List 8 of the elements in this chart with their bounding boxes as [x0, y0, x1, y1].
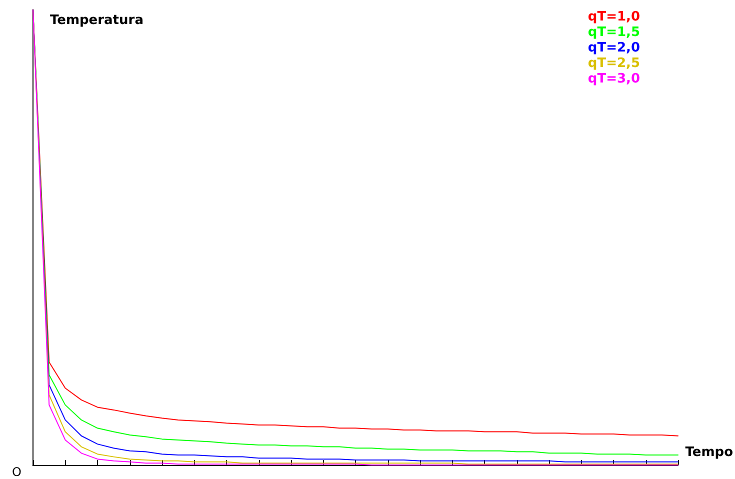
- text: O: [12, 465, 22, 479]
- text: qT=2,0: [588, 40, 640, 56]
- text: qT=1,0: [588, 10, 640, 24]
- text: qT=3,0: [588, 72, 640, 86]
- text: qT=2,5: [588, 56, 640, 71]
- x-axis-title: Tempo: [685, 445, 734, 460]
- text: qT=1,5: [588, 25, 640, 40]
- y-axis-title: Temperatura: [50, 13, 144, 28]
